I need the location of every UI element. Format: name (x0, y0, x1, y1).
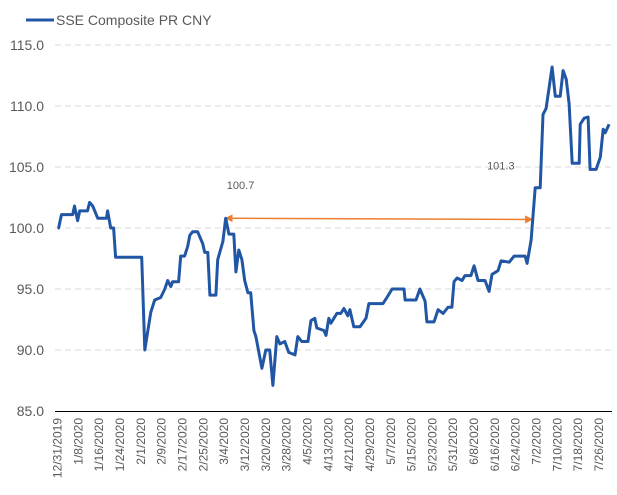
x-tick-label: 7/26/2020 (592, 418, 606, 472)
x-tick-label: 2/25/2020 (196, 418, 210, 472)
legend-label: SSE Composite PR CNY (56, 12, 212, 28)
x-tick-label: 5/15/2020 (405, 418, 419, 472)
x-tick-label: 2/1/2020 (134, 418, 148, 465)
y-tick-label: 85.0 (17, 403, 44, 419)
y-tick-label: 105.0 (9, 159, 44, 175)
y-tick-label: 100.0 (9, 220, 44, 236)
x-tick-label: 12/31/2019 (51, 418, 65, 478)
x-tick-label: 5/31/2020 (446, 418, 460, 472)
y-tick-label: 95.0 (17, 281, 44, 297)
series-line-sse-composite (57, 65, 611, 387)
x-tick-label: 4/21/2020 (342, 418, 356, 472)
x-tick-label: 7/10/2020 (550, 418, 564, 472)
y-tick-label: 110.0 (10, 98, 44, 114)
y-tick-label: 90.0 (17, 342, 44, 358)
x-tick-label: 4/29/2020 (363, 418, 377, 472)
legend: SSE Composite PR CNY (26, 12, 212, 28)
x-tick-label: 1/16/2020 (92, 418, 106, 472)
y-tick-label: 115.0 (10, 37, 44, 53)
annotation-label: 101.3 (487, 160, 515, 172)
x-tick-label: 3/4/2020 (217, 418, 231, 465)
x-tick-label: 3/28/2020 (280, 418, 294, 472)
x-tick-label: 7/2/2020 (530, 418, 544, 465)
x-tick-label: 2/9/2020 (155, 418, 169, 465)
x-tick-label: 5/23/2020 (425, 418, 439, 472)
x-tick-label: 6/8/2020 (467, 418, 481, 465)
x-tick-label: 4/13/2020 (321, 418, 335, 472)
x-tick-label: 7/18/2020 (571, 418, 585, 472)
x-tick-label: 1/24/2020 (113, 418, 127, 472)
x-tick-label: 5/7/2020 (384, 418, 398, 465)
x-tick-label: 1/8/2020 (71, 418, 85, 465)
x-tick-label: 3/20/2020 (259, 418, 273, 472)
x-tick-label: 6/24/2020 (509, 418, 523, 472)
x-tick-label: 6/16/2020 (488, 418, 502, 472)
x-tick-label: 2/17/2020 (176, 418, 190, 472)
annotation-label: 100.7 (227, 180, 255, 192)
annotation-arrow (224, 214, 534, 224)
x-tick-label: 4/5/2020 (300, 418, 314, 465)
x-tick-label: 3/12/2020 (238, 418, 252, 472)
